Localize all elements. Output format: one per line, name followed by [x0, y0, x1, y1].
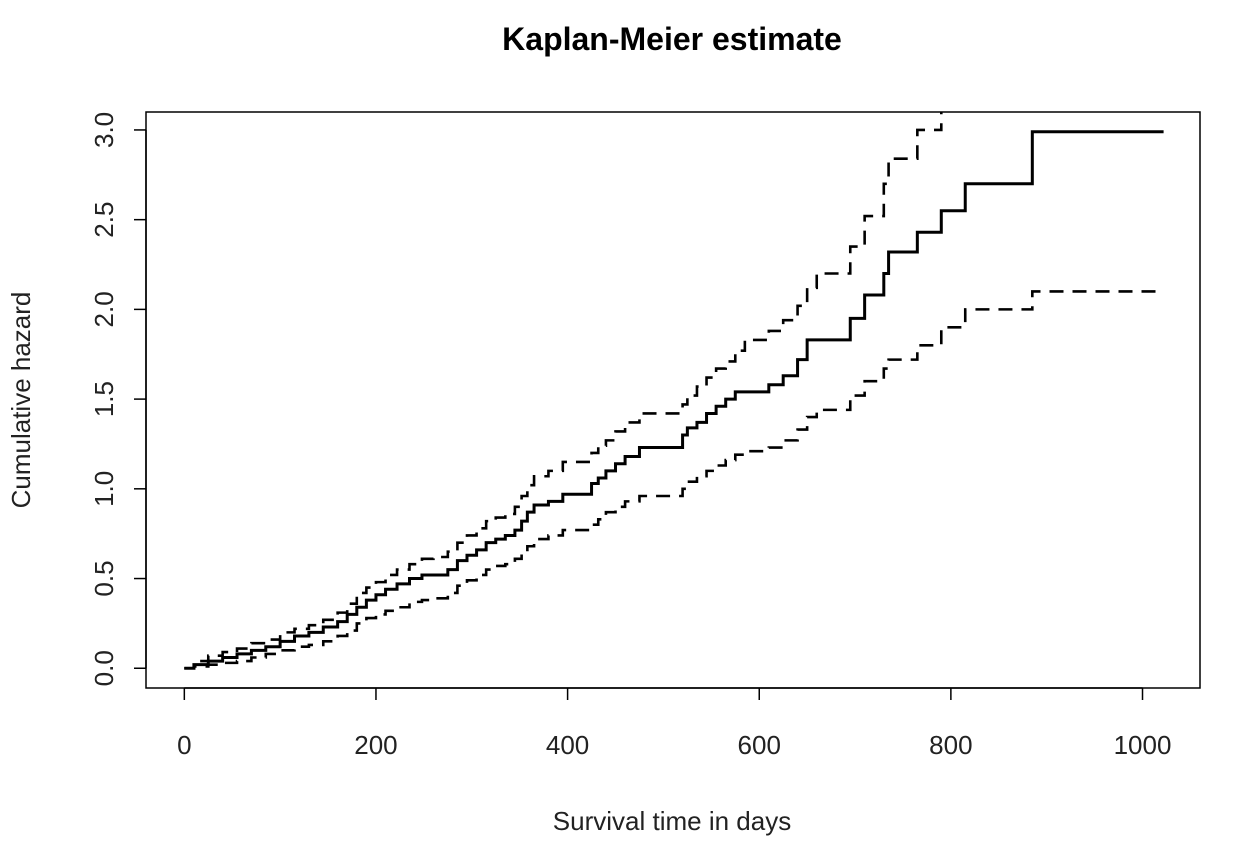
x-tick-label: 1000 — [1114, 730, 1172, 760]
x-tick-label: 400 — [546, 730, 589, 760]
y-tick-label: 3.0 — [89, 112, 119, 148]
estimate-line-0 — [184, 130, 1164, 670]
y-axis-label: Cumulative hazard — [6, 292, 36, 509]
x-tick-label: 200 — [354, 730, 397, 760]
x-tick-label: 800 — [929, 730, 972, 760]
y-tick-label: 1.0 — [89, 471, 119, 507]
x-axis-label: Survival time in days — [553, 806, 791, 836]
chart-title: Kaplan-Meier estimate — [502, 21, 842, 57]
x-axis: 0 200 400 600 800 1000 — [177, 687, 1172, 760]
x-tick-label: 0 — [177, 730, 191, 760]
y-tick-label: 1.5 — [89, 381, 119, 417]
x-tick-label: 600 — [738, 730, 781, 760]
plot-frame — [145, 111, 1201, 689]
y-tick-label: 2.5 — [89, 202, 119, 238]
y-tick-label: 0.5 — [89, 560, 119, 596]
y-axis: 0.0 0.5 1.0 1.5 2.0 2.5 3.0 — [89, 112, 147, 686]
confidence-line-2 — [184, 290, 1164, 670]
y-tick-label: 0.0 — [89, 650, 119, 686]
y-tick-label: 2.0 — [89, 291, 119, 327]
confidence-line-1 — [184, 112, 943, 670]
series-layer — [184, 112, 1164, 670]
